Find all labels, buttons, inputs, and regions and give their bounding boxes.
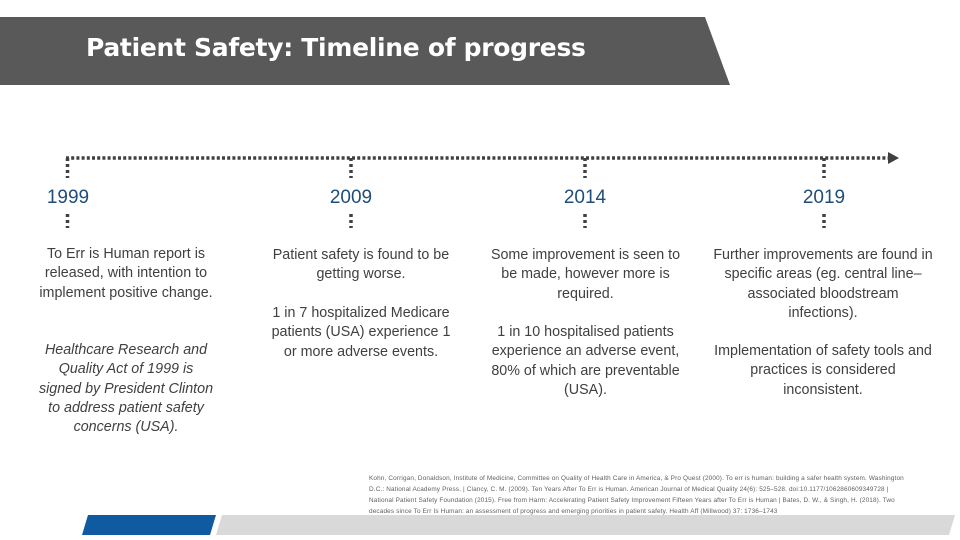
milestone-2019-text: Further improvements are found in specif… <box>713 247 933 321</box>
page-title: Patient Safety: Timeline of progress <box>86 33 586 62</box>
title-banner <box>0 17 730 85</box>
bottom-decorative-bar <box>82 515 955 535</box>
year-2009: 2009 <box>329 187 373 208</box>
milestone-2009-text: Patient safety is found to be getting wo… <box>272 247 450 283</box>
timeline-arrow-head <box>888 152 899 164</box>
milestone-2009-text-2: 1 in 7 hospitalized Medicare patients (U… <box>271 305 451 360</box>
references: Kohn, Corrigan, Donaldson, Institute of … <box>369 473 929 517</box>
milestone-2019-text-2: Implementation of safety tools and pract… <box>714 343 932 398</box>
year-2014: 2014 <box>563 187 607 208</box>
title-banner-shape <box>0 17 730 85</box>
bottom-bar-gray <box>216 515 955 535</box>
milestone-1999-text-2: Healthcare Research and Quality Act of 1… <box>38 342 214 436</box>
bottom-bar-blue <box>82 515 216 535</box>
reference-line-3: National Patient Safety Foundation (2015… <box>369 497 895 504</box>
year-2019: 2019 <box>802 187 846 208</box>
reference-line-4: decades since To Err Is Human: an assess… <box>369 508 778 515</box>
reference-line-1: Kohn, Corrigan, Donaldson, Institute of … <box>369 475 904 482</box>
milestone-2014-text: Some improvement is seen to be made, how… <box>490 247 681 302</box>
reference-line-2: D.C.: National Academy Press. | Clancy, … <box>369 486 889 493</box>
year-1999: 1999 <box>46 187 90 208</box>
milestone-2014-text-2: 1 in 10 hospitalised patients experience… <box>491 324 680 398</box>
milestone-1999-text: To Err is Human report is released, with… <box>39 246 213 301</box>
